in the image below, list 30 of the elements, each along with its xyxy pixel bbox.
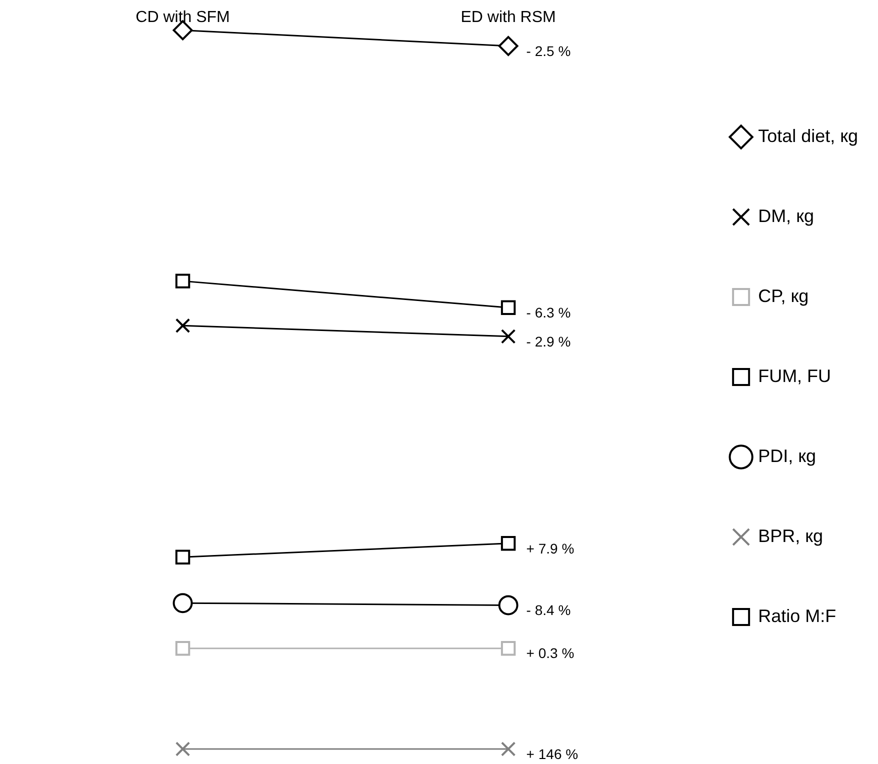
annotation: + 0.3 % <box>526 645 574 662</box>
legend-label: DM, кg <box>758 206 814 226</box>
legend-label: Ratio M:F <box>758 606 836 626</box>
legend-label: PDI, кg <box>758 446 816 466</box>
point <box>175 550 190 564</box>
legend-label: BPR, кg <box>758 526 823 546</box>
point <box>498 595 518 616</box>
x-tick-label: CD with SFM <box>136 9 230 26</box>
point <box>498 36 518 56</box>
legend-label: Total diet, кg <box>758 126 858 146</box>
annotation: - 2.5 % <box>526 42 571 59</box>
point <box>500 300 516 316</box>
x-tick-label: ED with RSM <box>460 9 556 26</box>
point <box>500 641 516 656</box>
point <box>175 274 190 288</box>
annotation: - 2.9 % <box>526 333 571 350</box>
annotation: + 7.9 % <box>526 540 574 556</box>
point <box>500 742 516 756</box>
point <box>500 329 516 344</box>
annotation: - 6.3 % <box>526 304 571 321</box>
point <box>175 641 190 656</box>
point <box>172 20 193 40</box>
point <box>175 742 190 756</box>
point <box>500 536 516 551</box>
annotation: - 8.4 % <box>526 602 571 618</box>
point <box>172 593 193 614</box>
legend-label: FUM, FU <box>758 366 832 386</box>
annotation: + 146 % <box>526 746 578 762</box>
point <box>175 318 190 333</box>
legend-label: CP, кg <box>758 286 809 306</box>
